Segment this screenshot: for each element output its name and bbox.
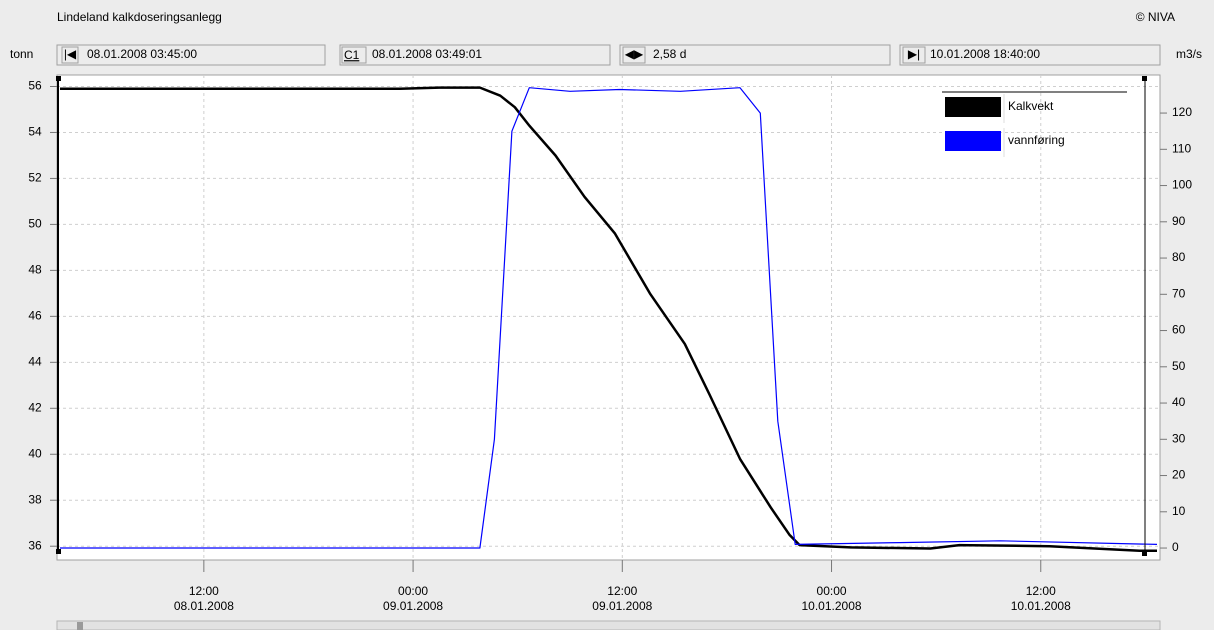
y-tick-label: 44 — [28, 354, 42, 368]
span-button[interactable] — [622, 46, 646, 64]
copyright: © NIVA — [1136, 10, 1175, 24]
legend-label: vannføring — [1008, 133, 1065, 147]
start-time: 08.01.2008 03:45:00 — [87, 47, 197, 61]
y2-tick-label: 80 — [1172, 250, 1186, 264]
cursor-button[interactable] — [341, 46, 367, 64]
series-line — [60, 87, 1158, 549]
cursor-box[interactable] — [339, 44, 611, 66]
y2-tick-label: 110 — [1172, 141, 1191, 155]
series-line — [60, 86, 1157, 553]
x-tick-label: 00:00 09.01.2008 — [383, 584, 443, 613]
legend-swatch — [945, 97, 1001, 117]
span: 2,58 d — [653, 47, 686, 61]
end-button[interactable] — [902, 46, 926, 64]
y2-tick-label: 0 — [1172, 540, 1179, 554]
toolbar: tonn m3/s |◀ 08.01.2008 03:45:00 C1 08.0… — [10, 44, 1202, 66]
y2-tick-label: 20 — [1172, 468, 1186, 482]
y2-tick-label: 70 — [1172, 286, 1186, 300]
plot-area — [56, 74, 1161, 561]
scrollbar[interactable] — [56, 620, 1161, 630]
span-icon: ◀▶ — [625, 47, 644, 61]
legend-label: Kalkvekt — [1008, 99, 1054, 113]
y2-tick-label: 60 — [1172, 323, 1186, 337]
y-tick-label: 46 — [28, 309, 42, 323]
x-tick-label: 00:00 10.01.2008 — [802, 584, 862, 613]
start-button[interactable] — [61, 46, 79, 64]
chart-title: Lindeland kalkdoseringsanlegg — [57, 10, 222, 24]
end-box[interactable] — [899, 44, 1161, 66]
scrollbar-thumb[interactable] — [77, 622, 83, 630]
cursor-handle[interactable] — [56, 76, 61, 81]
x-tick-label: 12:00 09.01.2008 — [592, 584, 652, 613]
y2-tick-label: 100 — [1172, 178, 1192, 192]
span-box[interactable] — [619, 44, 891, 66]
y-tick-label: 54 — [28, 125, 42, 139]
y-tick-label: 56 — [28, 79, 42, 93]
lines — [60, 86, 1158, 553]
x-tick-label: 12:00 10.01.2008 — [1011, 584, 1071, 613]
grid: 36 38 40 42 44 46 48 50 52 54 56 0 10 20 30 40 50 60 70 80 9… — [28, 75, 1192, 613]
end-time: 10.01.2008 18:40:00 — [930, 47, 1040, 61]
legend: Kalkvekt vannføring — [942, 91, 1127, 157]
cursor-handle[interactable] — [1142, 76, 1147, 81]
y2-tick-label: 120 — [1172, 105, 1192, 119]
y2-tick-label: 10 — [1172, 504, 1186, 518]
cursor-handle[interactable] — [56, 549, 61, 554]
cursor-label: C1 — [344, 48, 360, 62]
legend-swatch — [945, 131, 1001, 151]
y-tick-label: 40 — [28, 446, 42, 460]
cursor-handle[interactable] — [1142, 551, 1147, 556]
x-tick-label: 12:00 08.01.2008 — [174, 584, 234, 613]
cursor-time: 08.01.2008 03:49:01 — [372, 47, 482, 61]
y2-tick-label: 30 — [1172, 431, 1186, 445]
end-icon: ▶| — [908, 47, 920, 61]
y-tick-label: 52 — [28, 171, 42, 185]
y-axis-label: tonn — [10, 47, 33, 61]
y2-tick-label: 50 — [1172, 359, 1186, 373]
y-tick-label: 48 — [28, 263, 42, 277]
y-tick-label: 42 — [28, 400, 42, 414]
start-icon: |◀ — [64, 47, 77, 61]
y-tick-label: 36 — [28, 538, 42, 552]
start-box[interactable] — [56, 44, 326, 66]
y2-axis-label: m3/s — [1176, 47, 1202, 61]
y2-tick-label: 90 — [1172, 214, 1186, 228]
y2-tick-label: 40 — [1172, 395, 1186, 409]
y-tick-label: 50 — [28, 217, 42, 231]
y-tick-label: 38 — [28, 492, 42, 506]
